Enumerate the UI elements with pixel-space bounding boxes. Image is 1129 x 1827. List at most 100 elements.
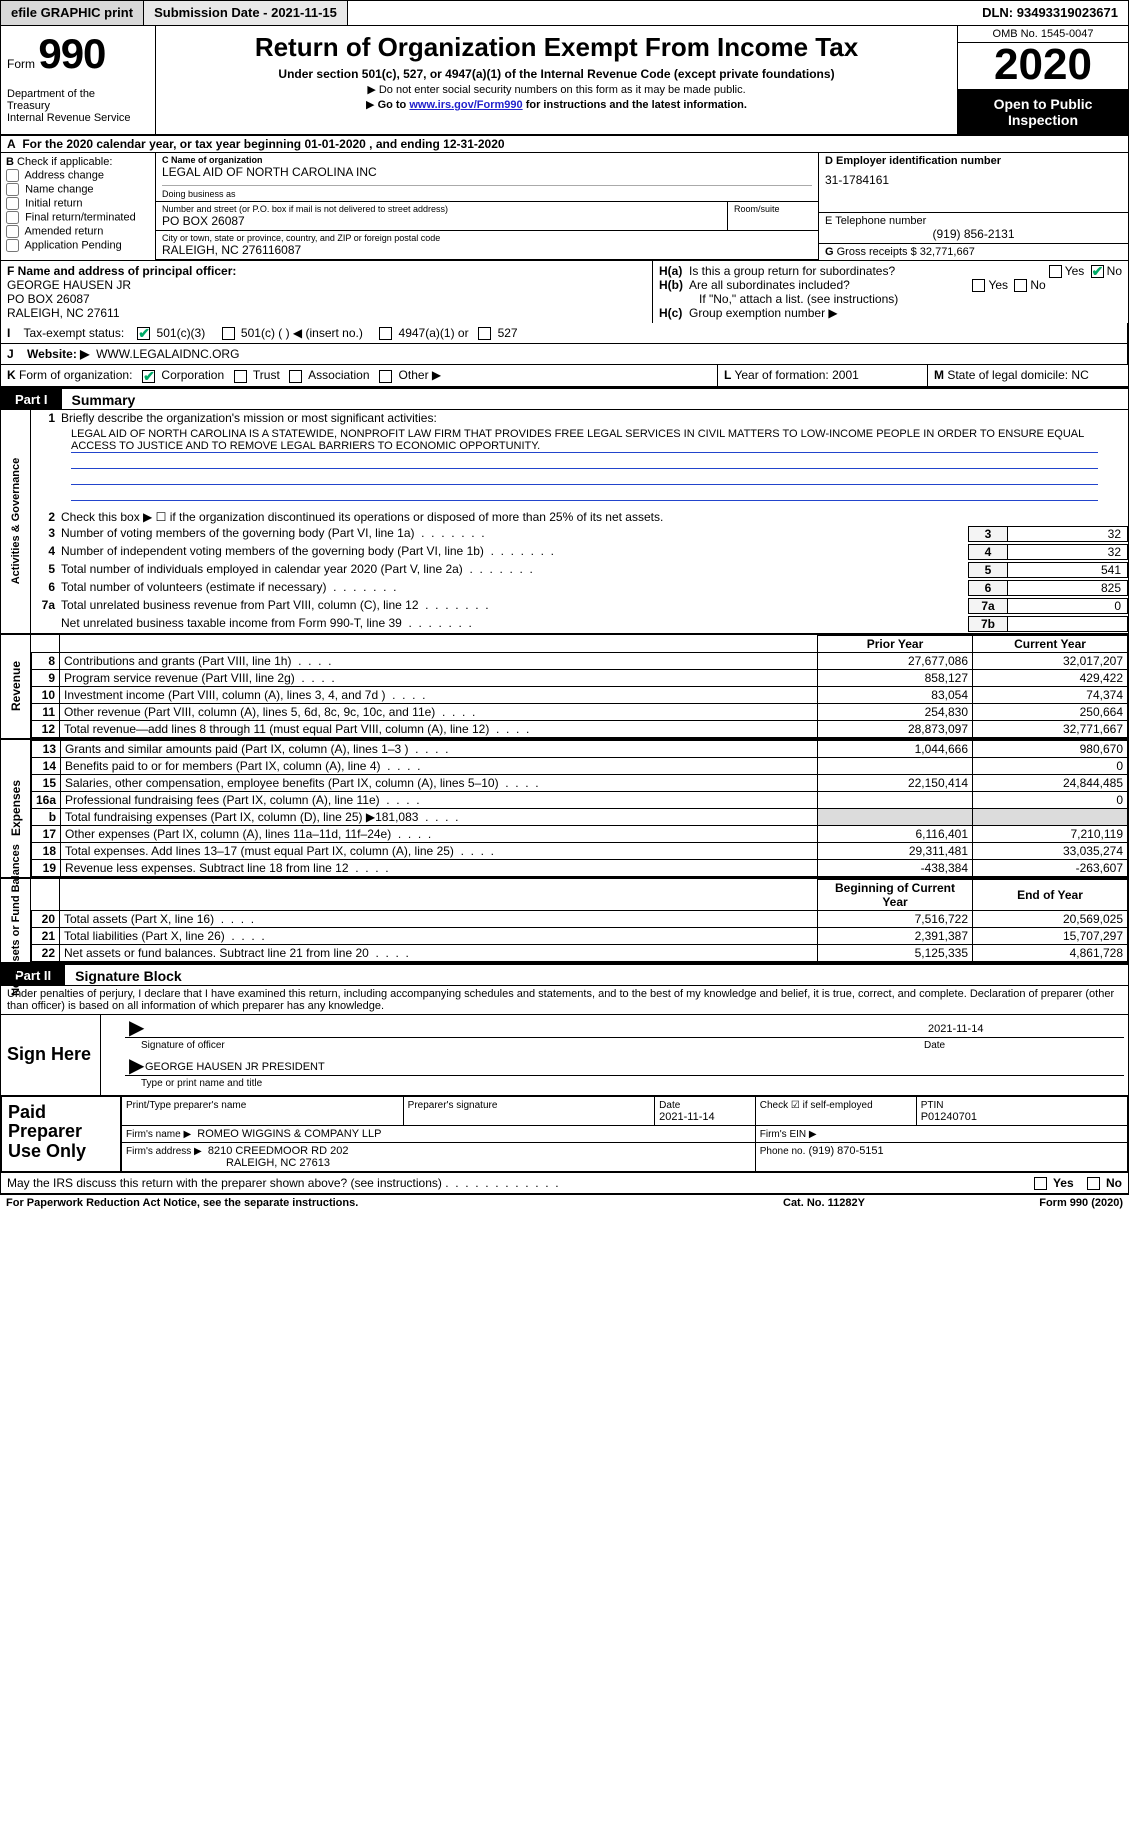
k-assoc-checkbox[interactable] (289, 370, 302, 383)
fin-row: bTotal fundraising expenses (Part IX, co… (32, 808, 1128, 825)
discuss-yes-checkbox[interactable] (1034, 1177, 1047, 1190)
i-527-checkbox[interactable] (478, 327, 491, 340)
officer-printed: GEORGE HAUSEN JR PRESIDENT (141, 1059, 1124, 1075)
sig-date-label: Date (924, 1040, 1124, 1051)
l-text: Year of formation: (734, 368, 828, 382)
prep-check-hdr: Check ☑ if self-employed (760, 1100, 873, 1111)
gov-val: 32 (1008, 526, 1128, 542)
page-footer: For Paperwork Reduction Act Notice, see … (0, 1194, 1129, 1211)
firm-name-label: Firm's name ▶ (126, 1129, 191, 1140)
fin-prior: 28,873,097 (818, 720, 973, 737)
mission-text: LEGAL AID OF NORTH CAROLINA IS A STATEWI… (71, 428, 1098, 453)
calendar-year-row: A For the 2020 calendar year, or tax yea… (0, 136, 1129, 153)
chk-app-pending[interactable]: Application Pending (6, 239, 150, 252)
paid-preparer: Paid Preparer Use Only Print/Type prepar… (1, 1096, 1128, 1172)
hb-yes-checkbox[interactable] (972, 279, 985, 292)
fin-row: 22Net assets or fund balances. Subtract … (32, 944, 1128, 961)
fin-row: 16aProfessional fundraising fees (Part I… (32, 791, 1128, 808)
col-B: B Check if applicable: Address change Na… (1, 153, 156, 260)
col-C: C Name of organization LEGAL AID OF NORT… (156, 153, 818, 260)
chk-initial-return[interactable]: Initial return (6, 197, 150, 210)
fin-curr: 33,035,274 (973, 842, 1128, 859)
m-label: M (934, 368, 944, 382)
goto-link[interactable]: www.irs.gov/Form990 (409, 99, 522, 111)
form-title: Return of Organization Exempt From Incom… (164, 32, 949, 63)
g-text: Gross receipts $ (837, 246, 917, 258)
gov-box: 4 (968, 544, 1008, 560)
k-corp-checkbox[interactable] (142, 370, 155, 383)
officer-addr2: RALEIGH, NC 27611 (7, 306, 120, 320)
footer-cat: Cat. No. 11282Y (783, 1197, 963, 1209)
section-revenue: Revenue Prior Year Current Year 8Contrib… (1, 635, 1128, 740)
i-501c3-checkbox[interactable] (137, 327, 150, 340)
ha-no-checkbox[interactable] (1091, 265, 1104, 278)
l-val: 2001 (832, 368, 859, 382)
chk-amended[interactable]: Amended return (6, 225, 150, 238)
gov-box: 5 (968, 562, 1008, 578)
gross-receipts: 32,771,667 (920, 246, 975, 258)
part2-header: Part II Signature Block (0, 964, 1129, 986)
sig-arrow-icon: ▶ (125, 1021, 141, 1037)
c-name-label: C Name of organization (162, 155, 263, 165)
row-KLM: K Form of organization: Corporation Trus… (0, 365, 1129, 387)
gov-line: 7aTotal unrelated business revenue from … (31, 597, 1128, 615)
col-prior-year: Prior Year (818, 635, 973, 652)
sig-of-officer-label: Signature of officer (141, 1040, 924, 1051)
gov-line: 6Total number of volunteers (estimate if… (31, 579, 1128, 597)
firm-addr1: 8210 CREEDMOOR RD 202 (208, 1145, 349, 1157)
netassets-table: Beginning of Current Year End of Year 20… (31, 879, 1128, 962)
dln: DLN: 93493319023671 (972, 1, 1128, 25)
chk-address-change[interactable]: Address change (6, 169, 150, 182)
fin-row: 10Investment income (Part VIII, column (… (32, 686, 1128, 703)
fin-curr: -263,607 (973, 859, 1128, 876)
form-subtitle: Under section 501(c), 527, or 4947(a)(1)… (164, 67, 949, 81)
fin-prior: 83,054 (818, 686, 973, 703)
type-name-label: Type or print name and title (141, 1078, 1124, 1089)
mission-blank3 (71, 487, 1098, 501)
i-501c-checkbox[interactable] (222, 327, 235, 340)
m-text: State of legal domicile: (947, 368, 1068, 382)
firm-name: ROMEO WIGGINS & COMPANY LLP (197, 1128, 381, 1140)
discuss-no-checkbox[interactable] (1087, 1177, 1100, 1190)
ein: 31-1784161 (825, 173, 1122, 187)
fin-prior: 2,391,387 (818, 927, 973, 944)
gov-box: 7a (968, 598, 1008, 614)
expenses-table: 13Grants and similar amounts paid (Part … (31, 740, 1128, 877)
fin-row: 14Benefits paid to or for members (Part … (32, 757, 1128, 774)
section-netassets: Net Assets or Fund Balances Beginning of… (1, 879, 1128, 962)
k-other-checkbox[interactable] (379, 370, 392, 383)
k-trust-checkbox[interactable] (234, 370, 247, 383)
footer-left: For Paperwork Reduction Act Notice, see … (6, 1197, 783, 1209)
row-FH: F Name and address of principal officer:… (0, 260, 1129, 323)
tax-year: 2020 (958, 43, 1128, 90)
i-4947-checkbox[interactable] (379, 327, 392, 340)
officer-addr1: PO BOX 26087 (7, 292, 90, 306)
fin-prior (818, 757, 973, 774)
revenue-table: Prior Year Current Year 8Contributions a… (31, 635, 1128, 738)
org-city: RALEIGH, NC 276116087 (162, 243, 812, 257)
col-right-DEG: D Employer identification number 31-1784… (818, 153, 1128, 260)
ptr-no-ssn: Do not enter social security numbers on … (164, 83, 949, 96)
chk-name-change[interactable]: Name change (6, 183, 150, 196)
open-to-public: Open to Public Inspection (958, 90, 1128, 134)
hb-no-checkbox[interactable] (1014, 279, 1027, 292)
fin-row: 11Other revenue (Part VIII, column (A), … (32, 703, 1128, 720)
firm-addr2: RALEIGH, NC 27613 (226, 1157, 330, 1169)
website: WWW.LEGALAIDNC.ORG (96, 347, 239, 361)
fin-row: 19Revenue less expenses. Subtract line 1… (32, 859, 1128, 876)
fin-row: 17Other expenses (Part IX, column (A), l… (32, 825, 1128, 842)
side-governance: Activities & Governance (1, 410, 31, 633)
fin-row: 8Contributions and grants (Part VIII, li… (32, 652, 1128, 669)
gov-box: 7b (968, 616, 1008, 632)
gov-line: 4Number of independent voting members of… (31, 543, 1128, 561)
firm-phone: (919) 870-5151 (808, 1145, 883, 1157)
fin-prior: 5,125,335 (818, 944, 973, 961)
fin-curr: 0 (973, 757, 1128, 774)
efile-print-button[interactable]: efile GRAPHIC print (1, 1, 144, 25)
b-label: Check if applicable: (17, 156, 112, 168)
fin-row: 20Total assets (Part X, line 16) . . . .… (32, 910, 1128, 927)
ha-yes-checkbox[interactable] (1049, 265, 1062, 278)
goto-pre: Go to (378, 99, 410, 111)
chk-final-return[interactable]: Final return/terminated (6, 211, 150, 224)
city-label: City or town, state or province, country… (162, 233, 812, 243)
